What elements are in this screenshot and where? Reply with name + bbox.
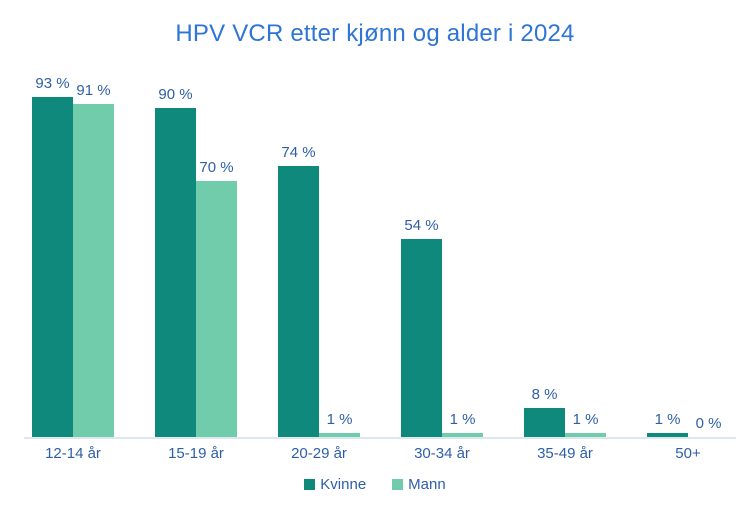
value-label: 93 % (35, 75, 70, 92)
bar-kvinne-20-29 år (278, 166, 319, 437)
value-label: 91 % (76, 82, 111, 99)
legend-item-mann: Mann (392, 476, 446, 493)
bar-mann-30-34 år (442, 433, 483, 437)
legend-item-kvinne: Kvinne (304, 476, 366, 493)
bar-mann-20-29 år (319, 433, 360, 437)
bar-kvinne-12-14 år (32, 97, 73, 437)
value-label: 90 % (158, 86, 193, 103)
value-label: 1 % (654, 411, 681, 428)
legend: Kvinne Mann (0, 476, 750, 493)
x-axis-label: 15-19 år (168, 445, 224, 462)
bar-kvinne-30-34 år (401, 239, 442, 437)
value-label: 8 % (531, 386, 558, 403)
value-label: 1 % (449, 411, 476, 428)
chart-title: HPV VCR etter kjønn og alder i 2024 (175, 20, 575, 47)
x-axis-line (24, 437, 736, 439)
value-label: 54 % (404, 217, 439, 234)
value-label: 1 % (326, 411, 353, 428)
x-axis-label: 30-34 år (414, 445, 470, 462)
bar-mann-15-19 år (196, 181, 237, 437)
value-label: 0 % (695, 415, 722, 432)
x-axis-label: 50+ (675, 445, 701, 462)
legend-swatch-mann (392, 479, 404, 490)
x-axis-label: 35-49 år (537, 445, 593, 462)
x-axis-label: 20-29 år (291, 445, 347, 462)
bar-kvinne-35-49 år (524, 408, 565, 437)
value-label: 74 % (281, 144, 316, 161)
bar-kvinne-15-19 år (155, 108, 196, 437)
bar-kvinne-50+ (647, 433, 688, 437)
legend-swatch-kvinne (304, 479, 316, 490)
legend-label: Kvinne (320, 476, 367, 493)
value-label: 70 % (199, 159, 234, 176)
plot-area: 93 % 91 % 90 % 70 % 74 % 1 % 54 % 1 % 8 % 1 % 1 % 0… (25, 71, 735, 437)
bar-mann-12-14 år (73, 104, 114, 437)
bar-mann-35-49 år (565, 433, 606, 437)
value-label: 1 % (572, 411, 599, 428)
x-axis-label: 12-14 år (45, 445, 101, 462)
legend-label: Mann (408, 476, 446, 493)
